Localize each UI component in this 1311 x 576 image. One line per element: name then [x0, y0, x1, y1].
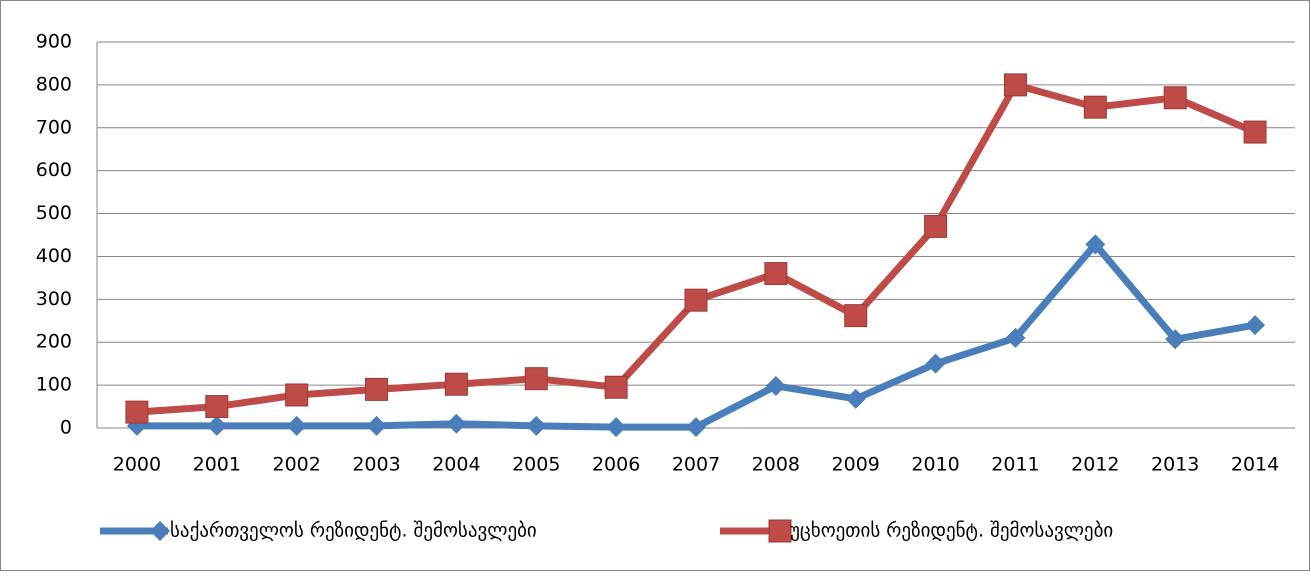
marker [524, 367, 548, 391]
x-tick-label: 2000 [113, 454, 161, 476]
marker [285, 383, 309, 407]
legend-label: უცხოეთის რეზიდენტ. შემოსავლები [790, 520, 1113, 542]
marker [444, 372, 468, 396]
marker [206, 415, 227, 436]
x-tick-label: 2008 [752, 454, 800, 476]
y-tick-label: 600 [36, 159, 72, 181]
marker [1005, 327, 1026, 348]
marker [606, 417, 627, 438]
x-tick-label: 2011 [991, 454, 1039, 476]
marker [150, 521, 170, 541]
marker [446, 413, 467, 434]
y-tick-label: 500 [36, 202, 72, 224]
marker [1243, 120, 1267, 144]
marker [1165, 329, 1186, 350]
marker [1245, 315, 1266, 336]
marker [765, 375, 786, 396]
marker [1083, 95, 1107, 119]
marker [125, 400, 149, 424]
marker [526, 415, 547, 436]
marker [1085, 234, 1106, 255]
marker [366, 415, 387, 436]
marker [686, 417, 706, 438]
marker [604, 375, 628, 399]
marker [764, 262, 788, 286]
y-tick-label: 200 [36, 331, 72, 353]
x-tick-label: 2004 [432, 454, 480, 476]
marker [844, 304, 868, 328]
marker [365, 377, 389, 401]
x-tick-label: 2005 [512, 454, 560, 476]
x-tick-label: 2003 [352, 454, 400, 476]
marker [768, 519, 792, 543]
x-tick-label: 2001 [193, 454, 241, 476]
legend-label: საქართველოს რეზიდენტ. შემოსავლები [170, 520, 537, 542]
y-tick-label: 100 [36, 374, 72, 396]
marker [924, 214, 948, 238]
y-tick-label: 300 [36, 288, 72, 310]
marker [684, 288, 708, 312]
x-tick-label: 2006 [592, 454, 640, 476]
marker [205, 395, 229, 419]
x-tick-label: 2007 [672, 454, 720, 476]
marker [925, 353, 946, 374]
x-tick-label: 2013 [1151, 454, 1199, 476]
marker [1163, 86, 1187, 110]
x-tick-label: 2002 [272, 454, 320, 476]
x-tick-label: 2014 [1231, 454, 1279, 476]
x-tick-label: 2012 [1071, 454, 1119, 476]
marker [845, 388, 866, 409]
y-tick-label: 700 [36, 116, 72, 138]
marker [1003, 73, 1027, 97]
x-tick-label: 2009 [832, 454, 880, 476]
marker [286, 415, 307, 436]
y-tick-label: 800 [36, 73, 72, 95]
y-tick-label: 0 [60, 417, 72, 439]
y-tick-label: 900 [36, 31, 72, 53]
x-tick-label: 2010 [911, 454, 959, 476]
y-tick-label: 400 [36, 245, 72, 267]
